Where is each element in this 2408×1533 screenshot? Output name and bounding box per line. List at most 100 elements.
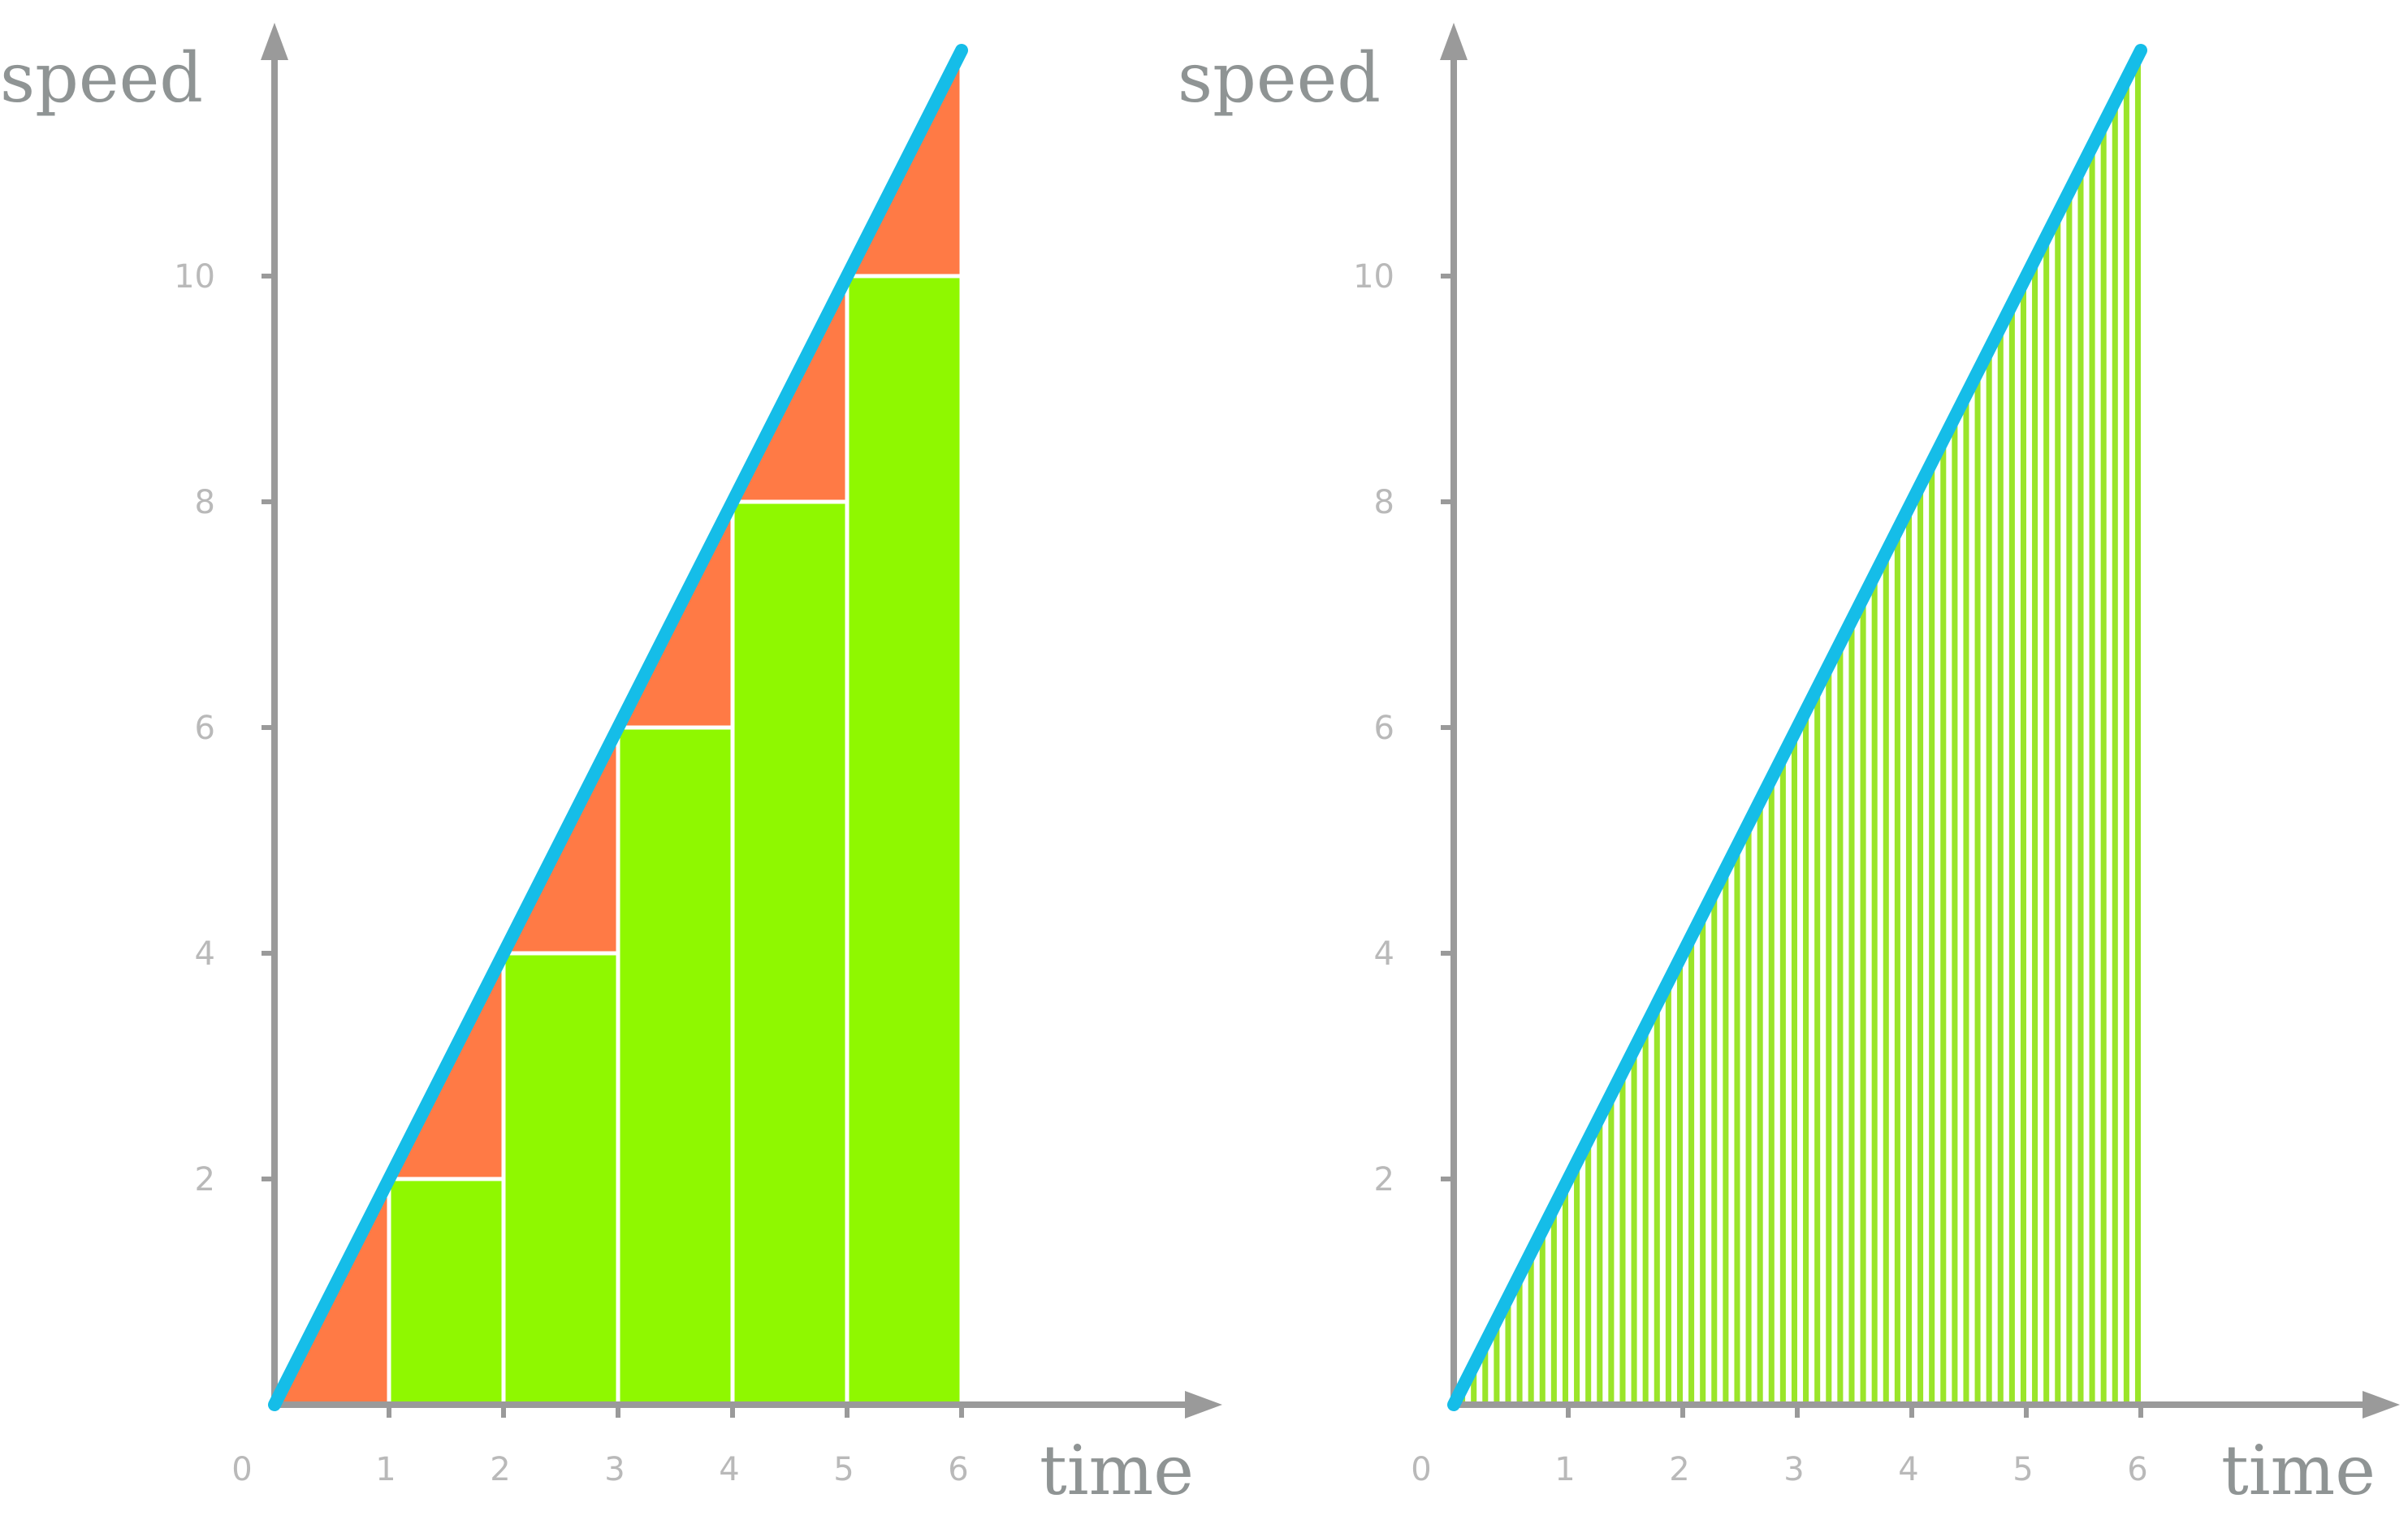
y-tick-label: 4 bbox=[195, 935, 215, 973]
x-tick-label: 6 bbox=[2127, 1451, 2147, 1488]
thin-bar bbox=[1871, 569, 1878, 1405]
x-tick-label: 6 bbox=[948, 1451, 968, 1488]
rectangle-bar bbox=[730, 499, 850, 1407]
x-axis-arrowhead bbox=[1185, 1391, 1222, 1419]
y-tick-label: 10 bbox=[1353, 258, 1394, 296]
x-tick-label: 5 bbox=[2012, 1451, 2033, 1488]
thin-bar bbox=[1734, 840, 1740, 1405]
x-tick-label: 0 bbox=[1411, 1451, 1431, 1488]
thin-bar bbox=[1940, 434, 1947, 1405]
thin-bar bbox=[1929, 456, 1935, 1405]
thin-bar bbox=[1665, 975, 1671, 1405]
speed-line bbox=[268, 44, 968, 1411]
thin-bar bbox=[1688, 931, 1695, 1405]
thin-bar bbox=[1597, 1111, 1603, 1405]
x-tick-label: 4 bbox=[719, 1451, 739, 1488]
x-tick-label: 3 bbox=[1783, 1451, 1804, 1488]
y-axis-title: speed bbox=[1178, 38, 1381, 118]
y-tick-label: 6 bbox=[195, 710, 215, 747]
rectangle-bar bbox=[387, 1177, 506, 1407]
right-chart-panel: 0 1 2 3 4 5 6 2 4 6 8 10 speed time bbox=[1178, 23, 2400, 1510]
thin-bar bbox=[2112, 95, 2118, 1406]
thin-bar bbox=[1482, 1337, 1489, 1405]
thin-bar bbox=[1917, 479, 1924, 1406]
x-tick-label: 2 bbox=[490, 1451, 510, 1488]
y-tick-label: 6 bbox=[1374, 710, 1394, 747]
y-tick-label: 8 bbox=[1374, 484, 1394, 521]
thin-bar bbox=[1574, 1156, 1580, 1405]
thin-bar bbox=[2134, 50, 2141, 1405]
x-axis-arrowhead bbox=[2363, 1391, 2400, 1419]
thin-bar bbox=[1894, 524, 1900, 1405]
y-tick-label: 4 bbox=[1374, 935, 1394, 973]
x-tick-label: 4 bbox=[1898, 1451, 1918, 1488]
y-tick-label: 2 bbox=[1374, 1161, 1394, 1198]
thin-bar bbox=[2066, 185, 2073, 1405]
thin-bar bbox=[1791, 728, 1797, 1405]
thin-bar bbox=[2043, 231, 2050, 1405]
thin-bar bbox=[1619, 1066, 1626, 1405]
y-axis-arrowhead bbox=[261, 23, 288, 60]
thin-bar bbox=[1608, 1088, 1615, 1405]
x-tick-label: 0 bbox=[231, 1451, 252, 1488]
thin-bar bbox=[2032, 253, 2038, 1406]
thin-bar bbox=[1952, 411, 1958, 1405]
thin-bar bbox=[1848, 615, 1855, 1405]
thin-bar bbox=[1550, 1201, 1557, 1405]
thin-bar bbox=[1539, 1224, 1546, 1405]
thin-bar bbox=[1974, 366, 1981, 1406]
x-axis-title: time bbox=[2221, 1431, 2376, 1510]
thin-bar bbox=[2020, 276, 2026, 1405]
thin-bar bbox=[2089, 140, 2095, 1406]
thin-bar bbox=[1494, 1314, 1500, 1405]
thin-bar bbox=[1631, 1043, 1637, 1405]
thin-bar bbox=[1963, 389, 1969, 1405]
y-tick-label: 8 bbox=[195, 484, 215, 521]
thin-bar bbox=[2100, 118, 2107, 1405]
thin-bar bbox=[2008, 298, 2015, 1405]
left-chart-panel: 0 1 2 3 4 5 6 2 4 6 8 10 speed time bbox=[0, 23, 1222, 1510]
thin-bar bbox=[2055, 208, 2061, 1406]
rectangle-bar bbox=[845, 274, 964, 1407]
thin-bar bbox=[1505, 1292, 1511, 1405]
x-tick-label: 1 bbox=[375, 1451, 396, 1488]
thin-bar bbox=[1883, 546, 1889, 1405]
thin-bar bbox=[1757, 795, 1763, 1405]
thin-bar bbox=[1779, 749, 1786, 1405]
thin-bar bbox=[1745, 818, 1752, 1405]
thin-bar bbox=[1585, 1134, 1592, 1405]
thin-bar bbox=[1826, 659, 1832, 1405]
thin-bar bbox=[2077, 163, 2084, 1405]
thin-bar bbox=[1905, 502, 1912, 1405]
thin-bar bbox=[1642, 1021, 1649, 1405]
thin-bar bbox=[1700, 908, 1706, 1405]
thin-bar bbox=[1654, 998, 1660, 1405]
y-axis-arrowhead bbox=[1440, 23, 1468, 60]
thin-bar bbox=[1516, 1269, 1523, 1405]
thin-bar bbox=[1986, 343, 1992, 1405]
y-tick-label: 2 bbox=[195, 1161, 215, 1198]
x-tick-label: 5 bbox=[833, 1451, 854, 1488]
thin-bar bbox=[1723, 862, 1729, 1405]
thin-bar bbox=[1768, 772, 1775, 1405]
x-axis-title: time bbox=[1040, 1431, 1194, 1510]
x-tick-label: 1 bbox=[1554, 1451, 1575, 1488]
x-tick-label: 2 bbox=[1669, 1451, 1689, 1488]
thin-bar bbox=[2123, 72, 2129, 1405]
y-tick-label: 10 bbox=[174, 258, 215, 296]
thin-bar bbox=[1837, 637, 1844, 1405]
thin-bar bbox=[1814, 682, 1821, 1405]
thin-bar bbox=[1528, 1246, 1534, 1405]
thin-bar bbox=[1860, 592, 1866, 1405]
x-tick-label: 3 bbox=[604, 1451, 625, 1488]
speed-line bbox=[1447, 44, 2147, 1411]
rectangle-bar bbox=[501, 951, 620, 1407]
thin-bar bbox=[1471, 1359, 1477, 1405]
thin-bar bbox=[1803, 705, 1809, 1405]
thin-bar bbox=[1711, 885, 1718, 1405]
thin-bar bbox=[1997, 321, 2004, 1406]
rectangle-bar bbox=[616, 725, 735, 1407]
y-axis-title: speed bbox=[0, 38, 203, 118]
thin-bar bbox=[1562, 1179, 1568, 1405]
